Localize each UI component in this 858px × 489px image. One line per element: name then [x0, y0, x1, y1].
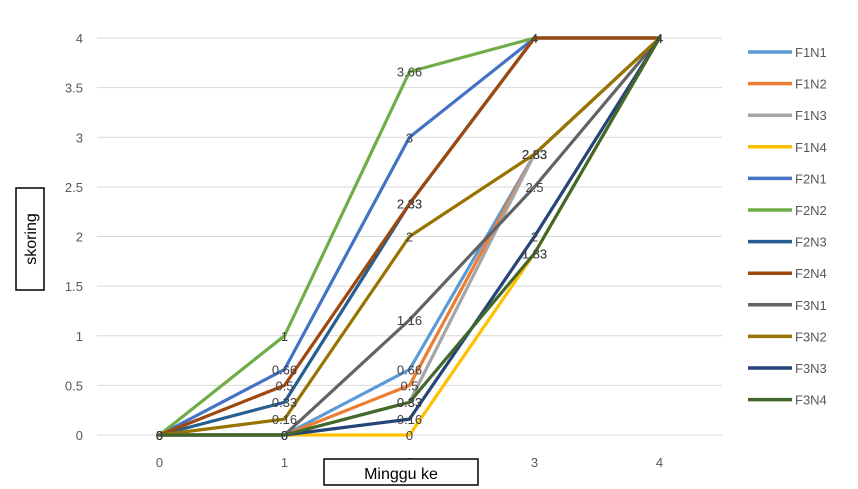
- data-label: 2.83: [522, 147, 547, 162]
- data-label: 4: [656, 31, 663, 46]
- data-label: 2.83: [522, 147, 547, 162]
- data-label: 4: [531, 31, 538, 46]
- x-tick-label: 1: [281, 455, 288, 470]
- series-line-f3n4: [157, 36, 662, 437]
- data-label: 0.66: [397, 362, 422, 377]
- x-axis-label: Minggu ke: [364, 466, 438, 483]
- data-label: 3: [406, 130, 413, 145]
- data-label: 2: [406, 230, 413, 245]
- legend-label: F3N1: [795, 298, 827, 313]
- data-label: 0: [156, 428, 163, 443]
- data-label: 0.16: [397, 412, 422, 427]
- data-label: 0: [281, 428, 288, 443]
- data-label: 0.33: [397, 395, 422, 410]
- data-label: 1.16: [397, 313, 422, 328]
- series-line-f2n4: [157, 36, 662, 437]
- data-label: 0: [281, 428, 288, 443]
- data-label: 0.33: [272, 395, 297, 410]
- x-tick-label: 0: [156, 455, 163, 470]
- y-tick-label: 1.5: [65, 279, 83, 294]
- data-label: 2.83: [522, 147, 547, 162]
- data-label: 0.5: [275, 378, 293, 393]
- legend-label: F2N3: [795, 235, 827, 250]
- data-label: 0: [156, 428, 163, 443]
- data-label: 2: [531, 230, 538, 245]
- data-label: 0: [156, 428, 163, 443]
- legend-label: F3N4: [795, 393, 827, 408]
- legend-label: F2N2: [795, 203, 827, 218]
- data-label: 0.16: [272, 412, 297, 427]
- legend-label: F3N2: [795, 329, 827, 344]
- y-tick-label: 0.5: [65, 378, 83, 393]
- legend-label: F1N2: [795, 77, 827, 92]
- series-lines: [157, 36, 662, 437]
- data-label: 0.66: [272, 362, 297, 377]
- y-tick-label: 3: [76, 130, 83, 145]
- data-label: 4: [656, 31, 663, 46]
- legend-label: F1N4: [795, 140, 827, 155]
- data-label: 4: [656, 31, 663, 46]
- y-tick-labels: 0 0.5 1 1.5 2 2.5 3 3.5 4: [65, 31, 83, 443]
- legend-label: F2N1: [795, 171, 827, 186]
- data-label: 2.33: [397, 197, 422, 212]
- y-tick-label: 3.5: [65, 81, 83, 96]
- y-tick-label: 2: [76, 230, 83, 245]
- data-label: 4: [531, 31, 538, 46]
- data-label: 0.5: [400, 378, 418, 393]
- data-label: 4: [656, 31, 663, 46]
- data-label: 0: [156, 428, 163, 443]
- data-label: 4: [656, 31, 663, 46]
- x-tick-label: 3: [531, 455, 538, 470]
- legend-label: F1N3: [795, 108, 827, 123]
- data-label: 0: [406, 428, 413, 443]
- y-tick-label: 4: [76, 31, 83, 46]
- data-label: 0: [281, 428, 288, 443]
- data-label: 0: [281, 428, 288, 443]
- data-label: 3.66: [397, 65, 422, 80]
- data-label: 2.5: [525, 180, 543, 195]
- data-label: 2.33: [397, 197, 422, 212]
- data-label: 0: [156, 428, 163, 443]
- data-label: 4: [656, 31, 663, 46]
- legend: F1N1 F1N2 F1N3 F1N4 F2N1 F2N2 F2N3 F2N4 F3N1 F3N2…: [748, 45, 827, 408]
- y-tick-label: 2.5: [65, 180, 83, 195]
- x-axis-label-box: Minggu ke: [323, 458, 479, 486]
- data-label: 0: [156, 428, 163, 443]
- y-tick-label: 1: [76, 329, 83, 344]
- legend-label: F1N1: [795, 45, 827, 60]
- data-label: 4: [531, 31, 538, 46]
- data-label: 4: [656, 31, 663, 46]
- data-label: 4: [656, 31, 663, 46]
- data-label: 4: [656, 31, 663, 46]
- data-label: 4: [531, 31, 538, 46]
- data-label: 0: [156, 428, 163, 443]
- data-label: 0: [281, 428, 288, 443]
- data-label: 4: [656, 31, 663, 46]
- legend-label: F2N4: [795, 266, 827, 281]
- data-label: 2.83: [522, 147, 547, 162]
- data-label: 4: [656, 31, 663, 46]
- y-axis-label: skoring: [23, 213, 40, 265]
- series-line-f3n2: [157, 36, 662, 437]
- data-label: 0: [156, 428, 163, 443]
- data-label: 0: [156, 428, 163, 443]
- data-label: 4: [656, 31, 663, 46]
- data-label: 0: [156, 428, 163, 443]
- y-tick-label: 0: [76, 428, 83, 443]
- data-label: 1.83: [522, 246, 547, 261]
- data-label: 1.83: [522, 246, 547, 261]
- data-label: 0: [156, 428, 163, 443]
- data-label: 0: [281, 428, 288, 443]
- x-tick-label: 4: [656, 455, 663, 470]
- y-axis-label-box: skoring: [15, 187, 45, 291]
- data-label: 0: [156, 428, 163, 443]
- legend-label: F3N3: [795, 361, 827, 376]
- data-label: 1: [281, 329, 288, 344]
- data-label: 0.33: [397, 395, 422, 410]
- data-label: 0: [281, 428, 288, 443]
